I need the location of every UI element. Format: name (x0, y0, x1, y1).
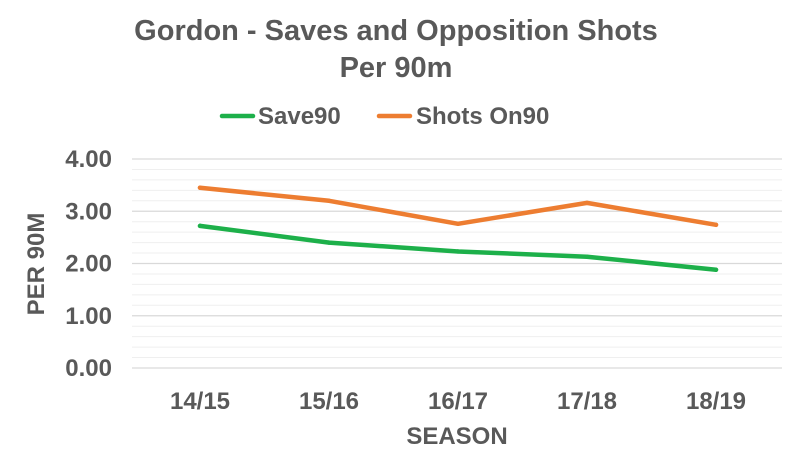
data-point (197, 185, 203, 190)
data-point (326, 240, 332, 245)
x-tick-label: 16/17 (428, 388, 488, 415)
legend-label: Shots On90 (416, 103, 549, 130)
y-tick-label: 0.00 (65, 355, 112, 382)
x-tick-label: 17/18 (557, 388, 617, 415)
x-axis-ticks: 14/15 15/16 16/17 17/18 18/19 (170, 388, 746, 415)
x-axis-title: SEASON (406, 423, 507, 450)
data-point (455, 249, 461, 254)
y-tick-label: 3.00 (65, 198, 112, 225)
x-tick-label: 14/15 (170, 388, 230, 415)
x-tick-label: 18/19 (686, 388, 746, 415)
data-point (584, 254, 590, 259)
series-layer (197, 185, 719, 273)
data-point (455, 221, 461, 226)
data-point (326, 198, 332, 203)
data-point (713, 267, 719, 272)
y-axis-ticks: 0.00 1.00 2.00 3.00 4.00 (65, 146, 112, 382)
chart-subtitle: Per 90m (340, 52, 453, 84)
legend-label: Save90 (258, 103, 341, 130)
legend: Save90 Shots On90 (219, 103, 549, 130)
data-point (713, 222, 719, 228)
data-point (584, 200, 590, 206)
x-tick-label: 15/16 (299, 388, 359, 415)
chart-title: Gordon - Saves and Opposition Shots (134, 15, 658, 47)
y-axis-title: PER 90M (23, 213, 50, 316)
y-tick-label: 1.00 (65, 303, 112, 330)
y-tick-label: 4.00 (65, 146, 112, 173)
series-line-shots-on90 (197, 185, 719, 228)
y-tick-label: 2.00 (65, 251, 112, 278)
data-point (197, 223, 203, 229)
